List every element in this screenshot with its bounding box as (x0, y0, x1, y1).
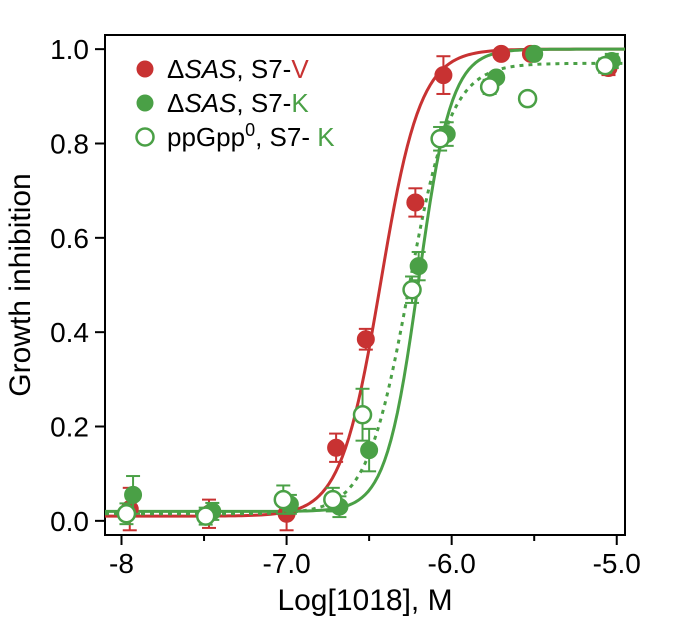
data-point (328, 439, 345, 456)
data-point (357, 331, 374, 348)
x-tick-label: -7.0 (262, 548, 310, 579)
data-point (275, 491, 292, 508)
data-point (410, 258, 427, 275)
data-point (324, 491, 341, 508)
data-point (493, 45, 510, 62)
x-axis-label: Log[1018], M (277, 584, 452, 617)
y-tick-label: 0.2 (50, 412, 89, 443)
data-point (432, 130, 449, 147)
legend-label: ΔSAS, S7-V (167, 54, 309, 84)
legend-label: ΔSAS, S7-K (167, 88, 309, 118)
data-point (125, 486, 142, 503)
data-point (526, 45, 543, 62)
y-tick-label: 0.4 (50, 317, 89, 348)
y-tick-label: 0.8 (50, 128, 89, 159)
data-point (407, 194, 424, 211)
data-point (197, 508, 214, 525)
data-point (435, 67, 452, 84)
x-tick-label: -8 (109, 548, 134, 579)
chart-svg: -8 -7.0 -6.0 -5.0 0.0 0.2 0.4 0.6 0.8 1.0 Log[1018… (0, 0, 675, 633)
y-tick-label: 1.0 (50, 34, 89, 65)
x-tick-label: -5.0 (593, 548, 641, 579)
data-point (118, 505, 135, 522)
legend-marker (137, 129, 154, 146)
dose-response-chart: -8 -7.0 -6.0 -5.0 0.0 0.2 0.4 0.6 0.8 1.0 Log[1018… (0, 0, 675, 633)
data-point (361, 442, 378, 459)
plot-bg (0, 0, 675, 633)
legend-marker (137, 95, 154, 112)
y-tick-label: 0.0 (50, 506, 89, 537)
data-point (481, 78, 498, 95)
data-point (354, 406, 371, 423)
x-tick-label: -6.0 (428, 548, 476, 579)
data-point (519, 90, 536, 107)
legend-marker (137, 61, 154, 78)
data-point (404, 281, 421, 298)
data-point (597, 57, 614, 74)
y-tick-label: 0.6 (50, 223, 89, 254)
y-axis-label: Growth inhibition (4, 173, 37, 396)
